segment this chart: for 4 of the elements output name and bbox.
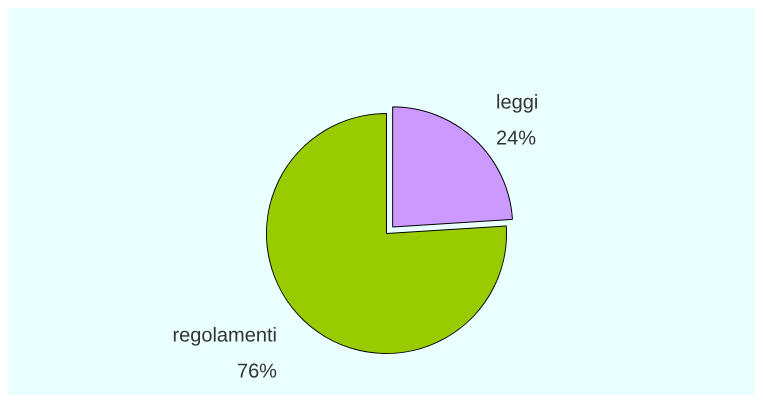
slice-label: regolamenti — [172, 324, 277, 347]
slice-label: leggi — [496, 91, 538, 114]
data-label: 24% — [496, 127, 536, 150]
data-label: 76% — [236, 360, 278, 383]
